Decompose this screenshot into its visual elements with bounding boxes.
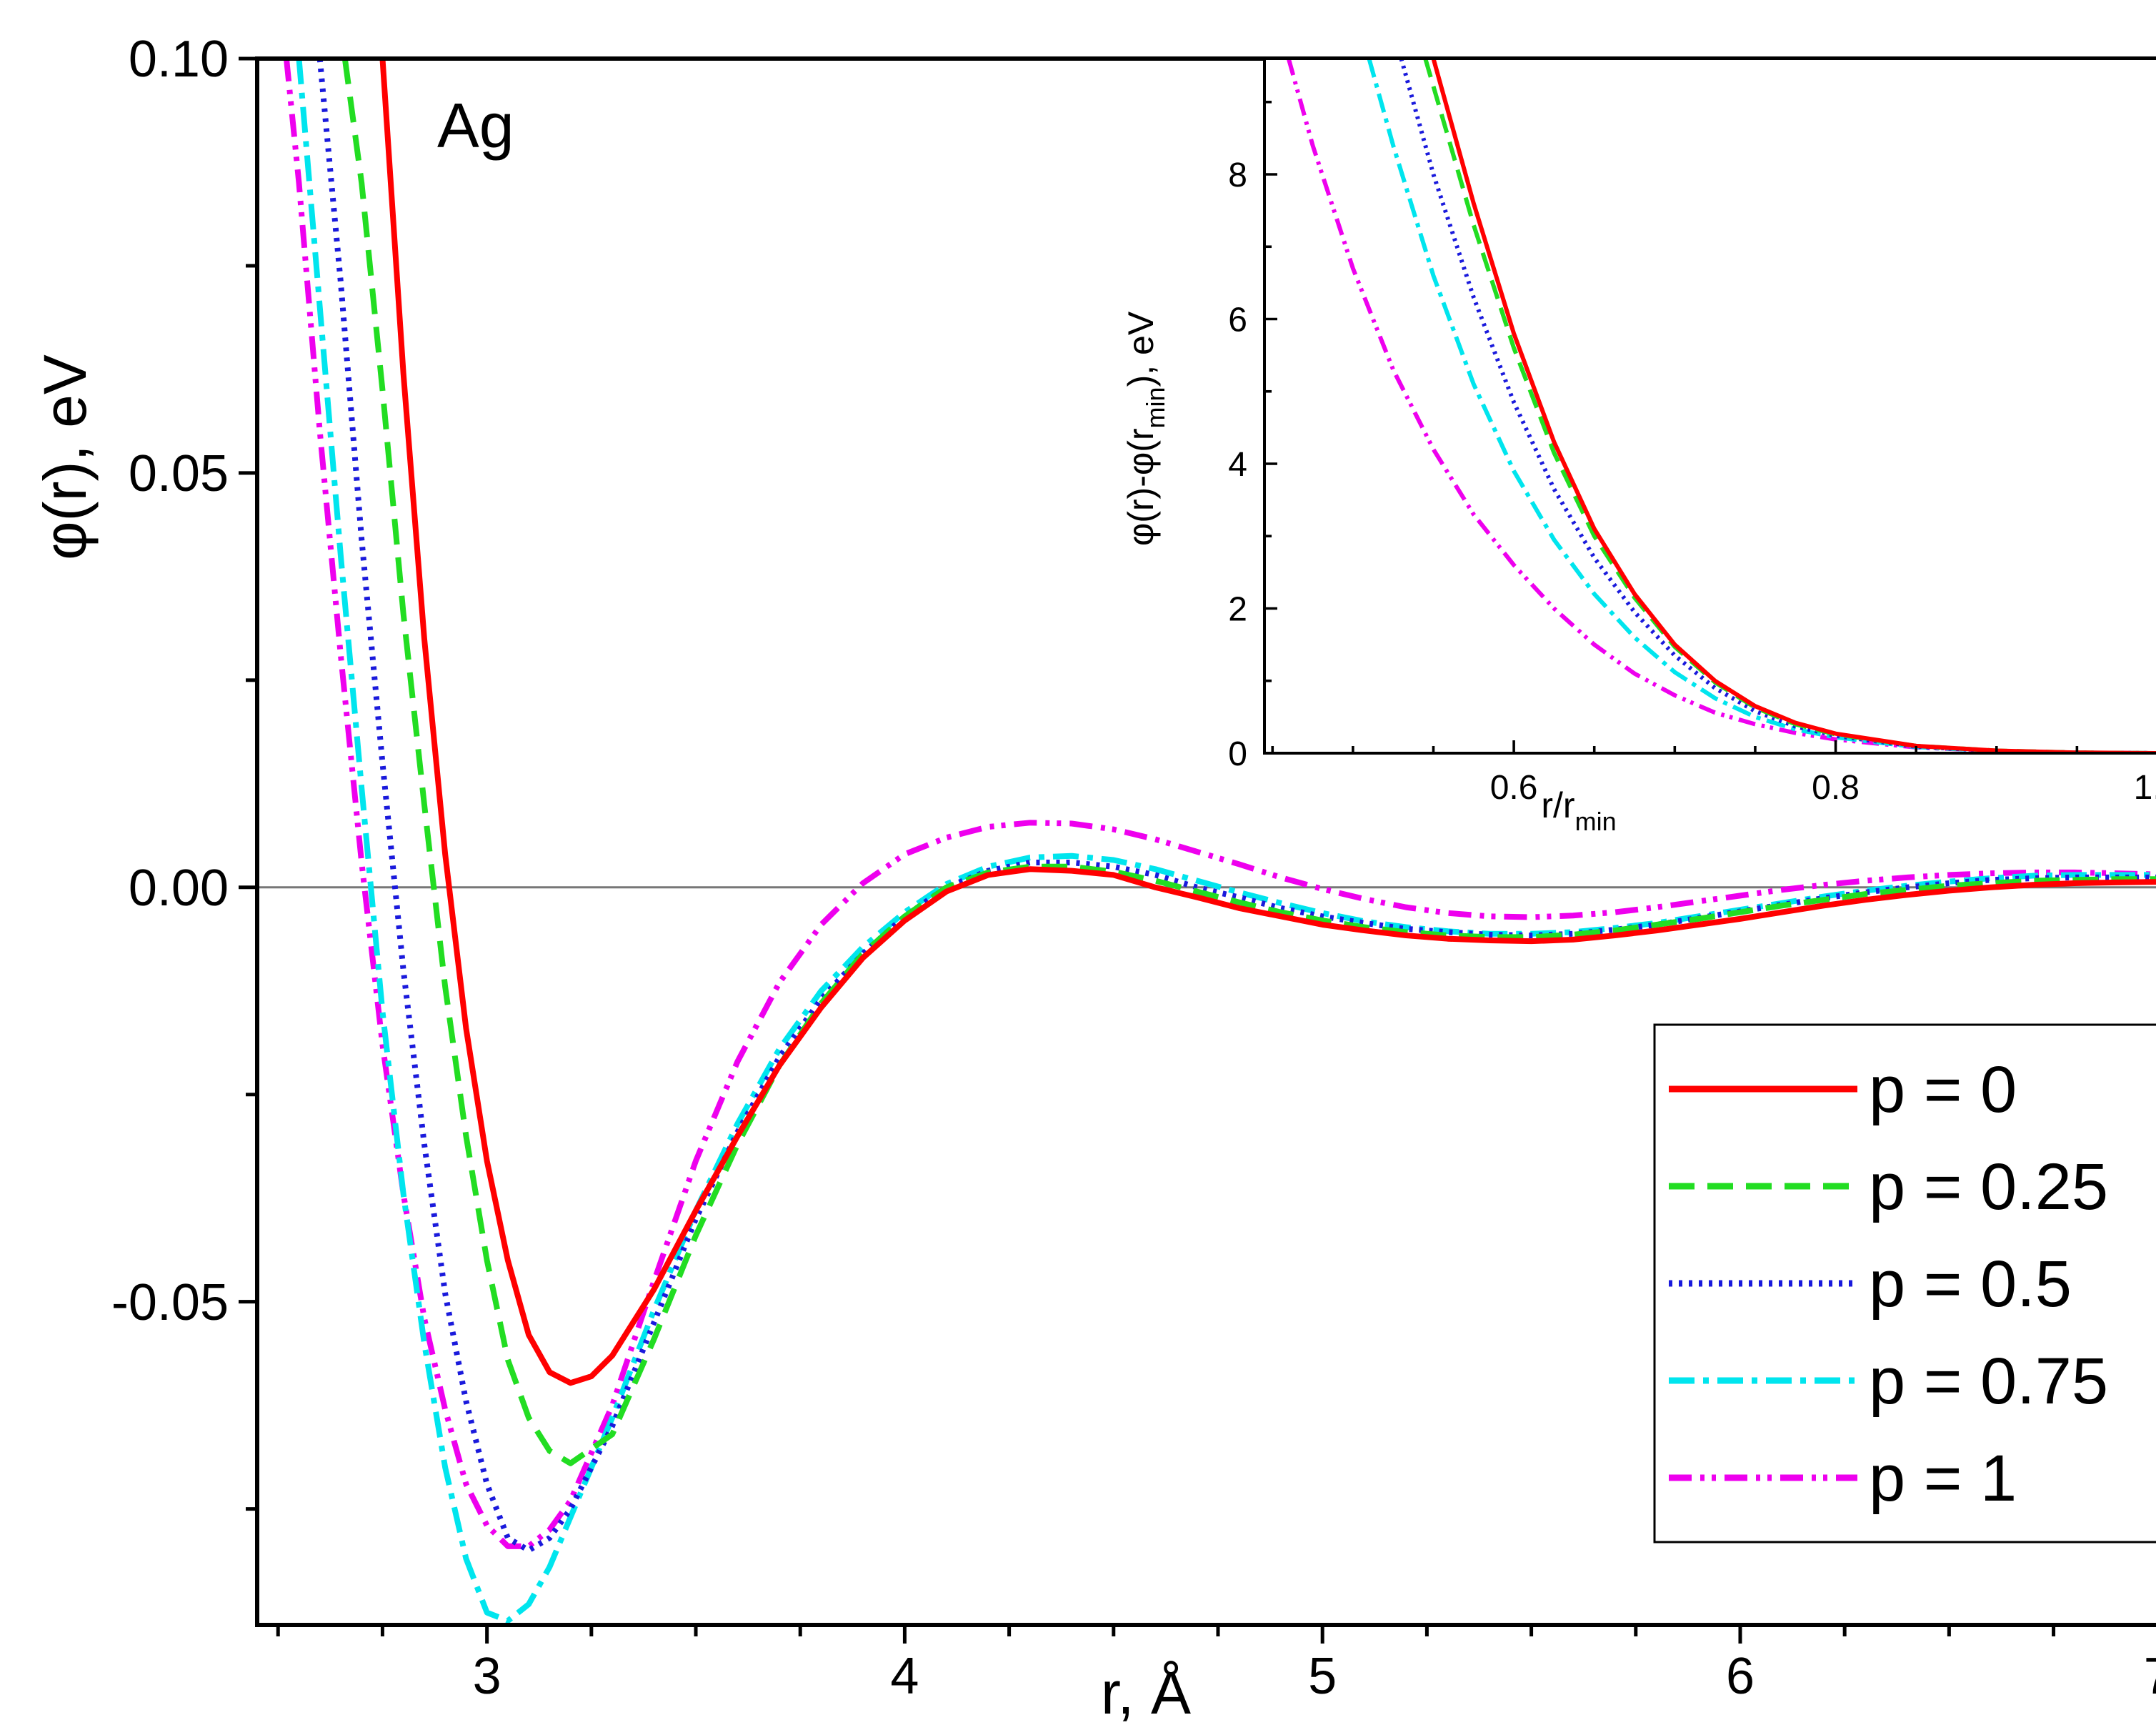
inset-curves	[1264, 59, 2156, 753]
inset-axes: 0.6 0.8 1.0 0 2 4 6 8	[1228, 57, 2156, 807]
y-tick-label: 4	[1228, 446, 1247, 484]
x-tick-label: 0.6	[1490, 769, 1538, 807]
main-axes: 3 4 5 6 7 -0.05 0.00 0.05 0.10	[111, 31, 2156, 1705]
y-tick-label: 0.10	[129, 31, 229, 88]
x-tick-label: 0.8	[1812, 769, 1860, 807]
y-tick-label: 0.05	[129, 445, 229, 502]
main-series-p-0-25	[341, 59, 2156, 1466]
inset-series-p-0	[1431, 59, 2156, 753]
inset-series-p-0-75	[1367, 59, 2156, 753]
main-series-p-0	[379, 59, 2156, 1386]
x-tick-label: 5	[1308, 1648, 1337, 1705]
inset-plot: 0.6 0.8 1.0 0 2 4 6 8 r/rmin φ(r)-φ(rmin), eV	[1121, 57, 2156, 836]
x-axis-label: r, Å	[1101, 1659, 1191, 1725]
y-tick-label: 6	[1228, 301, 1247, 339]
legend: p = 0 p = 0.25 p = 0.5 p = 0.75 p = 1	[1653, 1023, 2156, 1543]
legend-entry-label: p = 0.75	[1869, 1345, 2108, 1418]
inset-plot-area	[1264, 59, 2156, 753]
panel-label-ag: Ag	[437, 90, 514, 161]
inset-y-axis-label: φ(r)-φ(rmin), eV	[1121, 311, 1170, 546]
inset-axes-frame	[1263, 57, 2156, 755]
main-curves	[257, 59, 2156, 1624]
y-tick-label: 0.00	[129, 860, 229, 917]
y-tick-label: 0	[1228, 735, 1247, 773]
legend-entry-label: p = 0.25	[1869, 1150, 2108, 1223]
legend-entry-label: p = 1	[1869, 1442, 2017, 1515]
legend-entry-label: p = 0	[1869, 1053, 2017, 1126]
x-tick-label: 6	[1726, 1648, 1755, 1705]
legend-box	[1653, 1023, 2156, 1543]
y-tick-label: 8	[1228, 156, 1247, 194]
main-plot: 3 4 5 6 7 -0.05 0.00 0.05 0.10 Ag r, Å φ(r), eV	[31, 31, 2156, 1725]
x-tick-label: 3	[473, 1648, 501, 1705]
inset-x-axis-label: r/rmin	[1541, 785, 1616, 836]
y-axis-label: φ(r), eV	[31, 354, 99, 560]
x-tick-label: 7	[2144, 1648, 2156, 1705]
main-series-p-1	[283, 59, 2156, 1549]
x-tick-label: 4	[890, 1648, 919, 1705]
legend-entry-label: p = 0.5	[1869, 1248, 2072, 1321]
y-tick-label: 2	[1228, 590, 1247, 628]
main-series-p-0-75	[296, 59, 2156, 1624]
x-tick-label: 1.0	[2134, 769, 2156, 807]
y-tick-label: -0.05	[111, 1274, 229, 1331]
